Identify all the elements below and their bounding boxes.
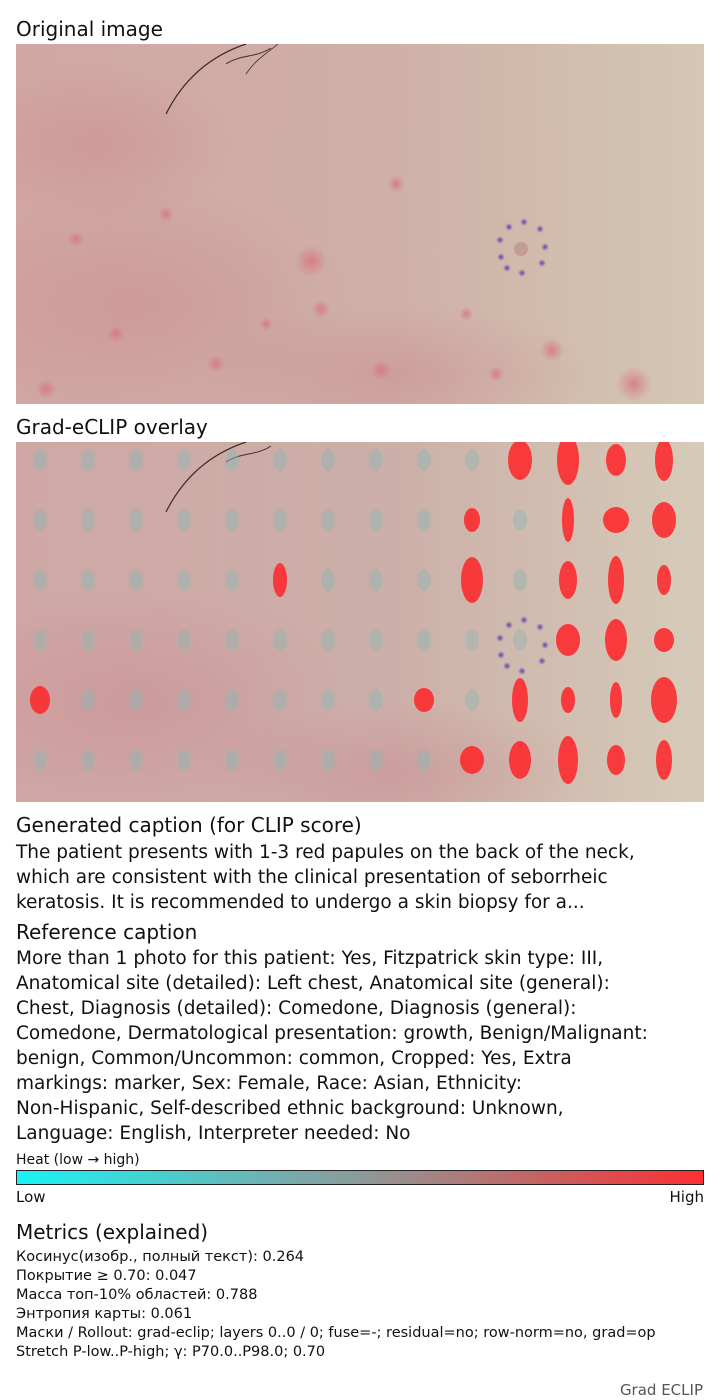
overlay-image <box>16 442 704 802</box>
reference-caption-line: More than 1 photo for this patient: Yes,… <box>16 948 604 969</box>
heat-label: Heat (low → high) <box>16 1152 140 1168</box>
reference-caption-line: Anatomical site (detailed): Left chest, … <box>16 973 610 994</box>
reference-caption-line: Chest, Diagnosis (detailed): Comedone, D… <box>16 998 577 1019</box>
reference-caption-line: markings: marker, Sex: Female, Race: Asi… <box>16 1073 522 1094</box>
metric-coverage: Покрытие ≥ 0.70: 0.047 <box>16 1268 197 1284</box>
heat-low-label: Low <box>16 1188 46 1206</box>
original-image <box>16 44 704 404</box>
metric-entropy: Энтропия карты: 0.061 <box>16 1306 193 1322</box>
generated-caption-line: The patient presents with 1-3 red papule… <box>16 842 635 863</box>
overlay-image-title: Grad-eCLIP overlay <box>16 415 208 439</box>
reference-caption-line: Non-Hispanic, Self-described ethnic back… <box>16 1098 564 1119</box>
reference-caption-title: Reference caption <box>16 920 198 944</box>
generated-caption-title: Generated caption (for CLIP score) <box>16 813 362 837</box>
metric-masks-rollout: Маски / Rollout: grad-eclip; layers 0..0… <box>16 1325 656 1341</box>
generated-caption-line: which are consistent with the clinical p… <box>16 867 608 888</box>
reference-caption-line: Comedone, Dermatological presentation: g… <box>16 1023 648 1044</box>
generated-caption-text: The patient presents with 1-3 red papule… <box>16 840 716 915</box>
reference-caption-text: More than 1 photo for this patient: Yes,… <box>16 946 716 1146</box>
heat-high-label: High <box>669 1188 704 1206</box>
metric-cosine: Косинус(изобр., полный текст): 0.264 <box>16 1249 305 1265</box>
generated-caption-line: keratosis. It is recommended to undergo … <box>16 892 585 913</box>
footer-label: Grad ECLIP <box>619 1381 703 1399</box>
metrics-list: Косинус(изобр., полный текст): 0.264 Пок… <box>16 1248 656 1362</box>
metric-stretch: Stretch P-low..P-high; γ: P70.0..P98.0; … <box>16 1344 326 1360</box>
original-image-title: Original image <box>16 17 163 41</box>
metrics-title: Metrics (explained) <box>16 1220 209 1244</box>
metric-top-mass: Масса топ-10% областей: 0.788 <box>16 1287 258 1303</box>
reference-caption-line: benign, Common/Uncommon: common, Cropped… <box>16 1048 572 1069</box>
heat-colorbar <box>16 1170 704 1185</box>
reference-caption-line: Language: English, Interpreter needed: N… <box>16 1123 411 1144</box>
